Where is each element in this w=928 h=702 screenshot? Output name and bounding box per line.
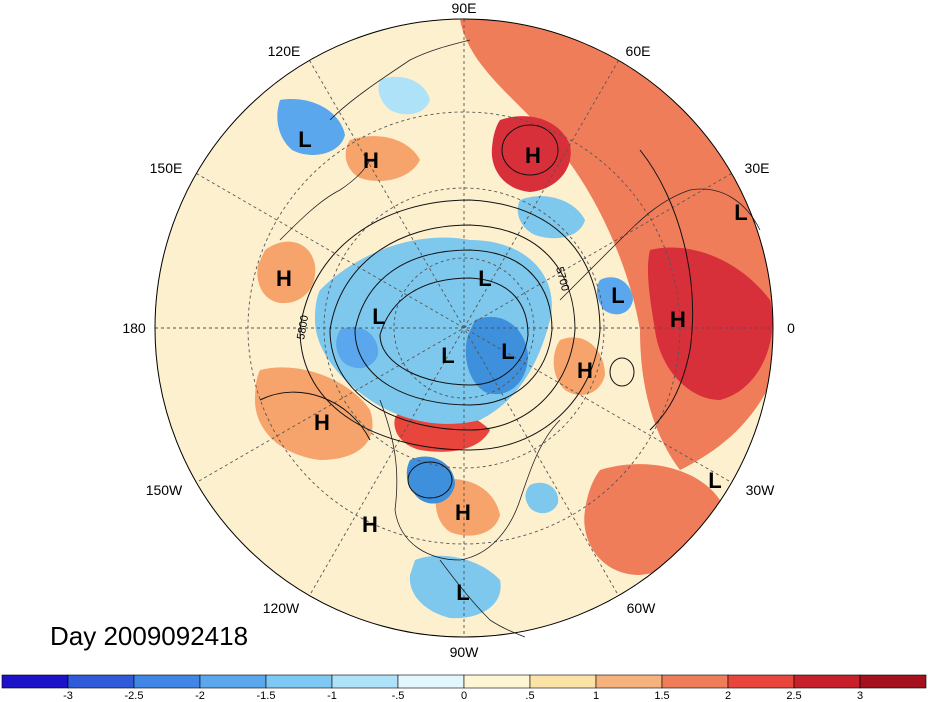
- colorbar-swatch: [661, 674, 729, 689]
- cold-anomaly-north-atlantic: [525, 482, 559, 514]
- warm-anomaly-pacific: [255, 367, 373, 460]
- colorbar-tick-label: -1.5: [257, 690, 276, 702]
- map-boundary: [154, 18, 774, 638]
- pressure-center-atlantic: L: [708, 468, 721, 493]
- height-contours: [259, 124, 693, 499]
- contour-low-atlantic: [609, 357, 635, 387]
- lon-label-90w: 90W: [450, 644, 480, 660]
- cold-anomaly-far-east: [277, 99, 345, 155]
- pressure-center-ural-south: L: [734, 200, 747, 225]
- pressure-center-baffin: L: [501, 339, 514, 364]
- pressure-center-alaska: L: [372, 304, 385, 329]
- graticule: [155, 19, 773, 637]
- colorbar-tick-label: 2.5: [786, 690, 801, 702]
- pressure-center-europe: H: [670, 307, 686, 332]
- contour-low-us: [407, 461, 453, 499]
- colorbar-swatch: [529, 674, 597, 689]
- pressure-center-arctic: L: [478, 266, 491, 291]
- lon-label-90e: 90E: [452, 0, 477, 16]
- colorbar-swatch: [265, 674, 333, 689]
- lon-label-30e: 30E: [745, 160, 770, 176]
- coast-siberia: [329, 39, 471, 121]
- colorbar-tick-label: -2: [195, 690, 205, 702]
- coast-kamchatka: [279, 159, 371, 241]
- colorbar-tick-label: -3: [63, 690, 73, 702]
- warm-anomaly-greenland: [553, 337, 605, 395]
- pressure-centers: L H H L H L L L H L L H H L H H L H L: [276, 127, 748, 605]
- lon-label-150w: 150W: [146, 482, 183, 498]
- contour-5700: [354, 249, 553, 406]
- pressure-center-scandinavia: L: [611, 283, 624, 308]
- lon-label-60e: 60E: [626, 43, 651, 59]
- lon-label-120w: 120W: [263, 600, 300, 616]
- warm-anomaly-us-east: [435, 479, 500, 536]
- coast-north-america: [379, 399, 561, 561]
- cold-anomaly-scandinavia: [596, 277, 633, 315]
- colorbar-swatch: [463, 674, 531, 689]
- colorbar-tick-label: -1: [327, 690, 337, 702]
- colorbar-tick-label: -.5: [392, 690, 405, 702]
- lon-label-180: 180: [122, 320, 146, 336]
- pressure-center-pacific: H: [314, 410, 330, 435]
- day-title: Day 2009092418: [50, 621, 248, 651]
- strong-warm-anomaly-siberia: [491, 116, 571, 192]
- cold-anomaly-siberia-north: [378, 76, 430, 115]
- contour-5650: [379, 277, 529, 386]
- colorbar-swatch: [595, 674, 663, 689]
- meridian-150e-30w: [196, 173, 732, 483]
- coastlines: [279, 39, 761, 638]
- colorbar-tick-label: 1.5: [654, 690, 669, 702]
- warm-anomaly-east-siberia: [345, 136, 420, 181]
- contour-5750: [329, 224, 576, 431]
- colorbar-tick-label: -2.5: [125, 690, 144, 702]
- pressure-center-siberia: H: [525, 143, 541, 168]
- colorbar-tick-label: 2: [725, 690, 731, 702]
- coast-central-america: [439, 559, 526, 638]
- contour-ridge-europe: [639, 149, 693, 431]
- pressure-center-far-east: L: [298, 127, 311, 152]
- pressure-center-us-east: H: [455, 500, 471, 525]
- colorbar-swatch: [859, 674, 927, 689]
- pressure-center-bering: H: [276, 266, 292, 291]
- contour-label-5800: 5800: [295, 314, 311, 340]
- lon-label-150e: 150E: [150, 160, 183, 176]
- colorbar-tick-label: .5: [525, 690, 534, 702]
- contour-5800: [299, 199, 601, 451]
- warm-anomaly-bering: [257, 241, 316, 304]
- colorbar-swatch: [67, 674, 135, 689]
- colorbar: -3 -2.5 -2 -1.5 -1 -.5 0 .5 1 1.5 2 2.5 3: [1, 674, 927, 702]
- colorbar-tick-label: 3: [857, 690, 863, 702]
- contour-ridge-pacific: [259, 391, 371, 441]
- pressure-center-canada-north: L: [441, 343, 454, 368]
- colorbar-tick-label: 0: [461, 690, 467, 702]
- colorbar-swatch: [1, 674, 69, 689]
- lon-label-30w: 30W: [746, 482, 776, 498]
- pressure-center-central-america: L: [456, 580, 469, 605]
- colorbar-swatch: [727, 674, 795, 689]
- lon-label-0: 0: [787, 320, 795, 336]
- lon-label-60w: 60W: [627, 600, 657, 616]
- colorbar-swatch: [793, 674, 861, 689]
- lon-label-120e: 120E: [268, 43, 301, 59]
- cold-anomaly-us-central: [406, 456, 455, 504]
- contour-high-siberia: [501, 124, 559, 176]
- colorbar-swatch: [133, 674, 201, 689]
- strong-cold-anomaly-baffin: [465, 316, 528, 395]
- pressure-center-greenland: H: [577, 358, 593, 383]
- pressure-center-east-siberia: H: [363, 148, 379, 173]
- cold-anomaly-central-america: [409, 555, 501, 619]
- colorbar-swatch: [331, 674, 399, 689]
- colorbar-tick-label: 1: [593, 690, 599, 702]
- strong-warm-anomaly-europe: [647, 247, 773, 400]
- pressure-center-east-pacific: H: [362, 512, 378, 537]
- coast-europe: [559, 188, 761, 301]
- colorbar-swatch: [397, 674, 465, 689]
- colorbar-swatch: [199, 674, 267, 689]
